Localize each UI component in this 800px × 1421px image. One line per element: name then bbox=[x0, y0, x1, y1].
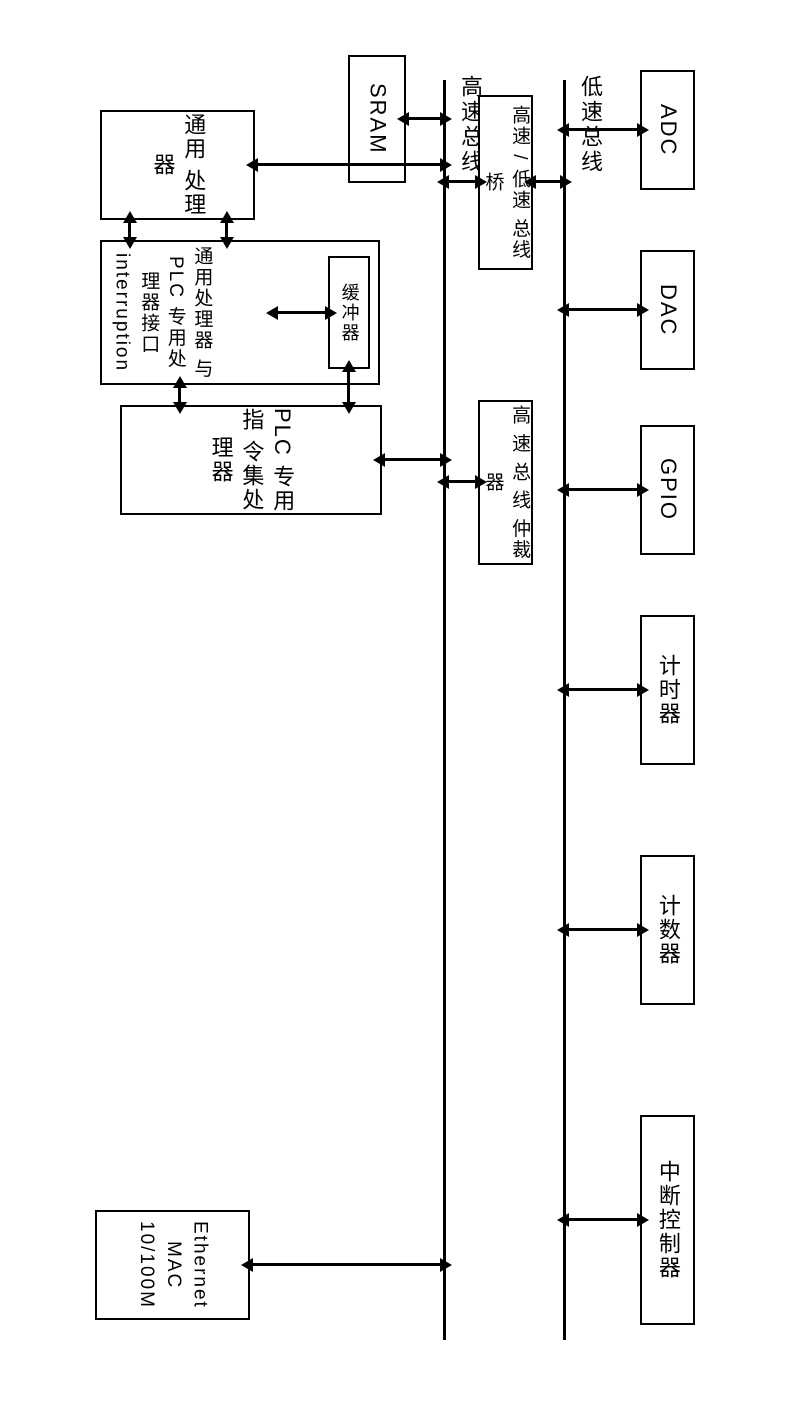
counter-text: 计数器 bbox=[652, 894, 683, 966]
plc-node2: PLC 专用指 令集处理器 bbox=[120, 405, 382, 515]
ah2 bbox=[123, 237, 137, 249]
ah16 bbox=[440, 1258, 452, 1272]
ah11 bbox=[246, 158, 258, 172]
ah23 bbox=[437, 475, 449, 489]
ah4 bbox=[220, 237, 234, 249]
arrow-gp-hs bbox=[255, 163, 443, 166]
ah20 bbox=[475, 175, 487, 189]
arrow-bridge-ls bbox=[533, 180, 563, 183]
ah12 bbox=[440, 158, 452, 172]
ah35 bbox=[557, 1213, 569, 1227]
arrow-buf-left bbox=[275, 311, 328, 314]
ah24 bbox=[475, 475, 487, 489]
intc-text: 中断控制器 bbox=[652, 1160, 683, 1280]
ah18 bbox=[440, 112, 452, 126]
adc-text: ADC bbox=[652, 104, 683, 156]
ah15 bbox=[241, 1258, 253, 1272]
low-speed-bus-text: 低速总线 bbox=[574, 75, 606, 175]
ah26 bbox=[637, 123, 649, 137]
ah21 bbox=[524, 175, 536, 189]
gp-text: 通用 处理器 bbox=[147, 112, 209, 218]
ah9 bbox=[266, 306, 278, 320]
ah5 bbox=[173, 376, 187, 388]
ah19 bbox=[437, 175, 449, 189]
arrow-intc-ls bbox=[566, 1218, 640, 1221]
arrow-bridge-hs bbox=[446, 180, 478, 183]
ah14 bbox=[440, 453, 452, 467]
arrow-dac-ls bbox=[566, 308, 640, 311]
ah36 bbox=[637, 1213, 649, 1227]
arrow-sram-hs bbox=[406, 117, 443, 120]
gp-node: 通用 处理器 bbox=[100, 110, 255, 220]
ah13 bbox=[373, 453, 385, 467]
arrow-adc-ls bbox=[566, 128, 640, 131]
ah29 bbox=[557, 483, 569, 497]
dac-text: DAC bbox=[652, 284, 683, 336]
eth-text: Ethernet MAC 10/100M bbox=[133, 1212, 213, 1318]
ah1 bbox=[123, 211, 137, 223]
ah34 bbox=[637, 923, 649, 937]
arrow-timer-ls bbox=[566, 688, 640, 691]
timer-text: 计时器 bbox=[652, 654, 683, 726]
buffer-text: 缓冲器 bbox=[336, 283, 361, 343]
ah8 bbox=[342, 402, 356, 414]
sram-text: SRAM bbox=[362, 83, 393, 155]
iface-text: 通用处理器 与 PLC 专用处 理器接口 interruption bbox=[108, 242, 214, 383]
ah28 bbox=[637, 303, 649, 317]
ah25 bbox=[557, 123, 569, 137]
ah7 bbox=[342, 360, 356, 372]
high-speed-bus bbox=[443, 80, 446, 1340]
ah17 bbox=[397, 112, 409, 126]
ah30 bbox=[637, 483, 649, 497]
eth-node2: Ethernet MAC 10/100M bbox=[95, 1210, 250, 1320]
arrow-counter-ls bbox=[566, 928, 640, 931]
arrow-gpio-ls bbox=[566, 488, 640, 491]
ah33 bbox=[557, 923, 569, 937]
arrow-buf-plc2 bbox=[347, 369, 350, 405]
ah6 bbox=[173, 402, 187, 414]
ah3 bbox=[220, 211, 234, 223]
ah10 bbox=[325, 306, 337, 320]
ah31 bbox=[557, 683, 569, 697]
ah32 bbox=[637, 683, 649, 697]
gpio-text: GPIO bbox=[652, 458, 683, 521]
ah27 bbox=[557, 303, 569, 317]
ah22 bbox=[560, 175, 572, 189]
plc-text: PLC 专用指 令集处理器 bbox=[205, 407, 297, 513]
arrow-plc-hs bbox=[382, 458, 443, 461]
low-speed-bus bbox=[563, 80, 566, 1340]
arrow-arb-hs bbox=[446, 480, 478, 483]
arrow-eth-hs bbox=[250, 1263, 443, 1266]
